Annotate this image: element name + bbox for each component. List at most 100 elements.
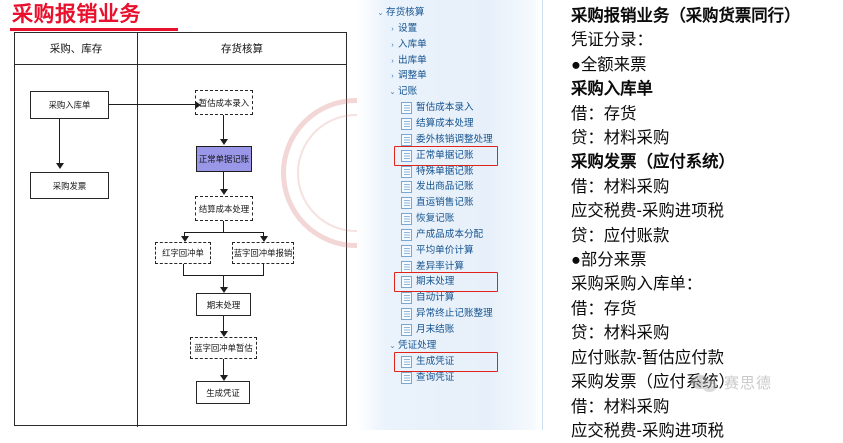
- tree-item-label: 直运销售记账: [416, 197, 474, 209]
- connector-split-left: [184, 232, 186, 238]
- arrow-merge-n8: [219, 287, 228, 293]
- note-line-9: 贷：应付账款: [571, 226, 670, 245]
- document-icon: [401, 371, 412, 384]
- tree-item-入库单[interactable]: › 入库单: [387, 37, 427, 53]
- tree-item-凭证处理[interactable]: ⌄ 凭证处理: [387, 338, 436, 354]
- tree-item-label: 发出商品记账: [416, 181, 474, 193]
- connector-n5-split-stem: [223, 221, 225, 233]
- connector-merge-stem: [223, 275, 225, 288]
- tree-item-恢复记账[interactable]: 恢复记账: [401, 211, 454, 227]
- note-line-15: 采购发票（应付系统）: [571, 373, 735, 392]
- tree-item-特殊单据记账[interactable]: 特殊单据记账: [401, 164, 474, 180]
- tree-item-月末结账[interactable]: 月末结账: [401, 322, 454, 338]
- flow-node-purchase-invoice: 采购发票: [30, 172, 109, 199]
- tree-item-label: 查询凭证: [416, 371, 455, 383]
- tree-item-调整单[interactable]: › 调整单: [387, 68, 427, 84]
- chevron-right-icon[interactable]: ›: [391, 55, 394, 65]
- tree-item-label: 调整单: [398, 70, 427, 82]
- chevron-down-icon[interactable]: ⌄: [377, 8, 384, 17]
- tree-item-出库单[interactable]: › 出库单: [387, 53, 427, 69]
- arrow-n8-n9: [219, 331, 228, 337]
- document-icon: [401, 276, 412, 289]
- note-line-2: ●全额来票: [571, 55, 647, 74]
- tree-item-结算成本处理[interactable]: 结算成本处理: [401, 116, 474, 132]
- note-line-13: 贷：材料采购: [571, 324, 670, 343]
- tree-item-记账[interactable]: ⌄ 记账: [387, 84, 417, 100]
- flow-node-generate-voucher: 生成凭证: [196, 381, 250, 404]
- tree-item-暂估成本录入[interactable]: 暂估成本录入: [401, 100, 474, 116]
- highlight-box-期末处理: [394, 272, 498, 293]
- highlight-box-正常单据记账: [394, 145, 498, 166]
- tree-item-label: 正常单据记账: [416, 149, 474, 161]
- document-icon: [401, 355, 412, 368]
- title-underline: [10, 28, 178, 31]
- tree-item-label: 设置: [398, 22, 418, 34]
- arrow-n1-n2: [55, 163, 64, 169]
- flow-node-blue-reversal-reimbursement: 蓝字回冲单报销: [232, 242, 294, 264]
- tree-item-异常终止记账整理[interactable]: 异常终止记账整理: [401, 306, 493, 322]
- tree-item-label: 期末处理: [416, 276, 455, 288]
- tree-item-发出商品记账[interactable]: 发出商品记账: [401, 179, 474, 195]
- tree-item-生成凭证[interactable]: 生成凭证: [401, 354, 454, 370]
- connector-n1-n3: [109, 104, 197, 106]
- arrow-n4-n5: [219, 189, 228, 195]
- tree-item-label: 凭证处理: [398, 339, 437, 351]
- note-line-1: 凭证分录：: [571, 31, 653, 50]
- document-icon: [401, 165, 412, 178]
- flow-node-period-end-processing: 期末处理: [196, 293, 251, 316]
- tree-item-正常单据记账[interactable]: 正常单据记账: [401, 148, 474, 164]
- tree-item-label: 差异率计算: [416, 260, 464, 272]
- chevron-right-icon[interactable]: ›: [391, 71, 394, 81]
- navigation-tree-panel[interactable]: ⌄ 存货核算 › 设置 › 入库单 › 出库单 › 调整单 ⌄ 记账 暂估成本录入 结算成本处理 委外核销调…: [357, 0, 543, 430]
- connector-n7-merge: [263, 264, 265, 276]
- arrow-to-n6: [180, 236, 189, 242]
- tree-item-label: 异常终止记账整理: [416, 308, 493, 320]
- connector-n4-n5: [223, 172, 225, 190]
- tree-item-直运销售记账[interactable]: 直运销售记账: [401, 195, 474, 211]
- tree-item-label: 出库单: [398, 54, 427, 66]
- document-icon: [401, 197, 412, 210]
- chevron-right-icon[interactable]: ›: [391, 23, 394, 33]
- note-line-8: 应交税费-采购进项税: [571, 202, 724, 221]
- chevron-right-icon[interactable]: ›: [391, 39, 394, 49]
- tree-item-期末处理[interactable]: 期末处理: [401, 274, 454, 290]
- flow-node-provisional-cost-entry: 暂估成本录入: [195, 90, 253, 115]
- note-line-12: 借：存货: [571, 299, 637, 318]
- arrow-n1-n3: [195, 100, 201, 109]
- tree-item-label: 平均单价计算: [416, 244, 474, 256]
- note-line-16: 借：材料采购: [571, 397, 670, 416]
- tree-item-产成品成本分配[interactable]: 产成品成本分配: [401, 227, 483, 243]
- connector-n1-n2: [59, 119, 61, 164]
- document-icon: [401, 292, 412, 305]
- wechat-logo-icon: [691, 373, 721, 392]
- tree-item-存货核算[interactable]: ⌄ 存货核算: [375, 5, 424, 21]
- note-line-3: 采购入库单: [571, 80, 653, 99]
- connector-n9-n10: [223, 359, 225, 376]
- tree-item-label: 产成品成本分配: [416, 228, 484, 240]
- tree-item-委外核销调整处理[interactable]: 委外核销调整处理: [401, 132, 493, 148]
- flowchart-title: 采购报销业务: [12, 3, 141, 26]
- column-header-inventory: 存货核算: [221, 43, 263, 55]
- document-icon: [401, 228, 412, 241]
- wechat-watermark: 赛思德: [691, 372, 772, 393]
- screenshot-root: 采购报销业务 采购、库存 存货核算 大田 采购入库单 采购发票 暂估成本录入 正…: [10, 0, 801, 440]
- chevron-down-icon[interactable]: ⌄: [389, 340, 396, 350]
- tree-item-平均单价计算[interactable]: 平均单价计算: [401, 243, 474, 259]
- tree-item-label: 结算成本处理: [416, 117, 474, 129]
- flow-node-red-reversal-document: 红字回冲单: [155, 242, 211, 264]
- tree-item-label: 生成凭证: [416, 355, 455, 367]
- note-line-0: 采购报销业务（采购货票同行）: [571, 7, 801, 25]
- tree-item-自动计算[interactable]: 自动计算: [401, 290, 454, 306]
- document-icon: [401, 213, 412, 226]
- chevron-down-icon[interactable]: ⌄: [389, 87, 396, 97]
- tree-item-差异率计算[interactable]: 差异率计算: [401, 259, 464, 275]
- flow-node-normal-document-posting: 正常单据记账: [196, 146, 252, 172]
- watermark-brand-text: 赛思德: [724, 375, 773, 392]
- connector-split-right: [263, 232, 265, 238]
- tree-item-label: 恢复记账: [416, 213, 455, 225]
- tree-item-设置[interactable]: › 设置: [387, 21, 417, 37]
- note-line-5: 贷：材料采购: [571, 129, 670, 148]
- note-line-7: 借：材料采购: [571, 177, 670, 196]
- tree-item-查询凭证[interactable]: 查询凭证: [401, 370, 454, 386]
- document-icon: [401, 244, 412, 257]
